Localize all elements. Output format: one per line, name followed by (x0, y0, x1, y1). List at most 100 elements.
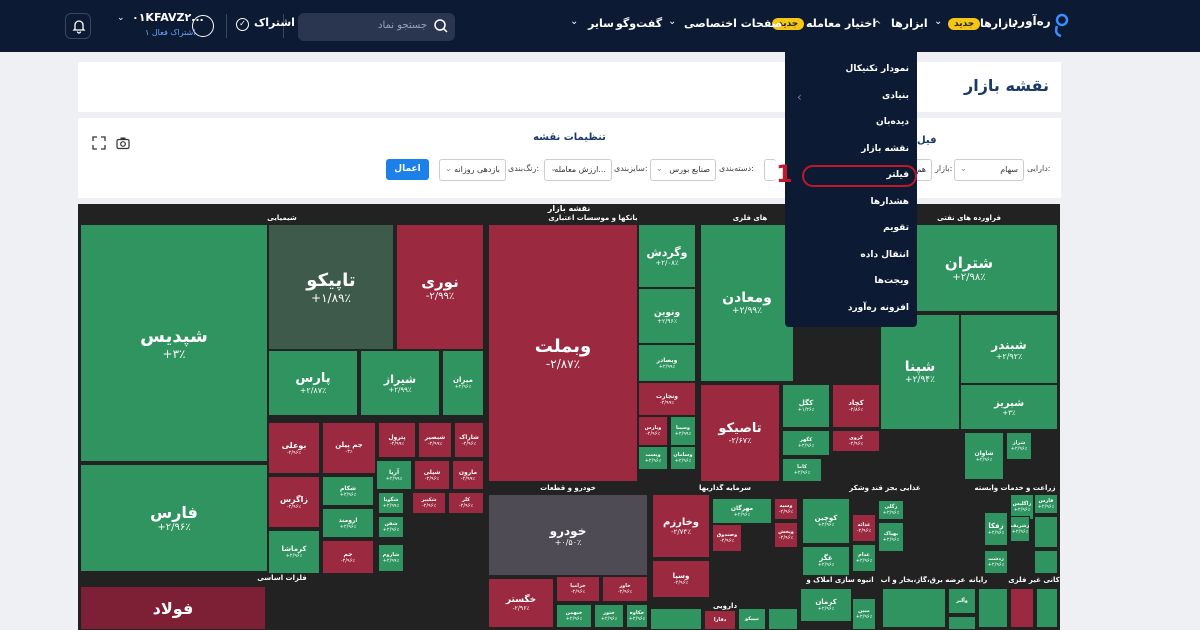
stock-tile[interactable]: شاروم +۲/۹۹٪ (378, 544, 404, 572)
small-tile[interactable] (1034, 550, 1058, 574)
stock-tile[interactable]: میران +۲/۹۶٪ (442, 350, 484, 416)
stock-tile[interactable]: شبندر +۲/۹۲٪ (960, 314, 1058, 384)
stock-tile[interactable]: شراز +۲/۹۶٪ (1006, 432, 1032, 460)
small-tile[interactable] (978, 588, 1008, 628)
size-select[interactable]: ارزش معامله... ⌄ (544, 159, 612, 181)
dropdown-item[interactable]: هشدارها (870, 196, 909, 207)
user-id[interactable]: ۰۱KFAVZ۲... (132, 11, 204, 24)
dropdown-item[interactable]: فیلتر (886, 170, 909, 180)
small-tile[interactable] (882, 588, 946, 628)
dropdown-item[interactable]: تقویم (883, 223, 909, 233)
small-tile[interactable] (1010, 588, 1034, 628)
stock-tile[interactable]: کگل +۱/۲۶٪ (782, 384, 830, 428)
stock-tile[interactable]: غذائه -۲/۹۶٪ (852, 514, 876, 542)
stock-tile[interactable]: شگویا +۲/۹۹٪ (378, 492, 404, 514)
stock-tile[interactable]: کرمان +۲/۹۶٪ (800, 588, 852, 622)
stock-tile[interactable]: وآلبر (948, 588, 976, 614)
small-tile[interactable] (650, 608, 702, 630)
color-select[interactable]: بازدهی روزانه ⌄ (439, 159, 506, 181)
stock-tile[interactable]: ختور +۲/۹۶٪ (594, 604, 624, 628)
stock-tile[interactable]: زفکا +۲/۹۶٪ (984, 512, 1008, 546)
stock-tile[interactable]: خزامیا -۲/۹۶٪ (556, 576, 600, 602)
dropdown-item[interactable]: انتقال داده (860, 249, 909, 260)
nav-tools[interactable]: ابزارها (891, 17, 928, 30)
stock-tile[interactable]: وبصادر +۲/۹۹٪ (638, 344, 696, 382)
stock-tile[interactable]: کرماشا +۲/۹۶٪ (268, 530, 320, 574)
fullscreen-icon[interactable] (92, 136, 106, 150)
stock-tile[interactable]: کوچین +۲/۹۶٪ (802, 498, 850, 544)
stock-tile[interactable]: تاصیکو -۲/۶۷٪ (700, 384, 780, 482)
stock-tile[interactable]: تاپیکو +۱/۸۹٪ (268, 224, 394, 350)
small-tile[interactable] (1034, 516, 1058, 548)
filter-tab[interactable]: فیل (917, 135, 937, 146)
nav-markets[interactable]: بازارها (980, 17, 1017, 30)
camera-icon[interactable] (116, 136, 130, 150)
group-select[interactable]: صنایع بورس ⌄ (650, 159, 716, 181)
stock-tile[interactable]: خودرو +۰/۵۰٪ (488, 494, 648, 576)
stock-tile[interactable]: مبین +۲/۹۶٪ (852, 598, 876, 630)
notification-button[interactable] (65, 13, 91, 39)
stock-tile[interactable]: زگلی +۲/۹۶٪ (878, 500, 904, 520)
stock-tile[interactable]: شکبیر -۲/۹۶٪ (412, 492, 446, 514)
dropdown-item[interactable]: نمودار تکنیکال (845, 64, 909, 74)
stock-tile[interactable]: وپارس -۲/۹۶٪ (638, 416, 668, 446)
stock-tile[interactable]: ومعادن +۲/۹۹٪ (700, 224, 794, 382)
small-tile[interactable] (1036, 588, 1058, 628)
nav-pages[interactable]: صفحات اختصاصی (684, 17, 783, 30)
stock-tile[interactable]: مارون -۲/۹۹٪ (452, 460, 484, 490)
stock-tile[interactable]: جم پیلن -۳٪ (322, 422, 376, 474)
stock-tile[interactable]: فارس +۲/۹۶٪ (1034, 494, 1058, 514)
stock-tile[interactable]: پترول -۲/۹۹٪ (378, 422, 416, 458)
stock-tile[interactable]: کگهر +۲/۹۶٪ (782, 430, 830, 456)
stock-tile[interactable]: شپدیس +۳٪ (80, 224, 268, 462)
stock-tile[interactable]: تیپیکو (738, 608, 766, 630)
nav-options[interactable]: اختیار معامله (806, 17, 877, 30)
stock-tile[interactable]: وپخش -۲/۹۶٪ (774, 522, 798, 548)
stock-tile[interactable]: خبهمن +۲/۹۶٪ (556, 604, 592, 628)
stock-tile[interactable]: زدشت +۲/۹۶٪ (984, 550, 1008, 574)
stock-tile[interactable]: شکام +۲/۹۶٪ (322, 476, 374, 506)
stock-tile[interactable]: شپلی -۲/۹۶٪ (414, 460, 450, 490)
asset-select[interactable]: سهام ⌄ (954, 159, 1024, 181)
search-icon[interactable] (433, 18, 449, 34)
stock-tile[interactable]: غدام +۲/۹۶٪ (852, 544, 876, 572)
chevron-down-icon[interactable]: ⌄ (570, 16, 579, 27)
dropdown-item[interactable]: نقشه بازار (861, 143, 909, 154)
stock-tile[interactable]: زاگرس -۲/۹۶٪ (268, 476, 320, 528)
dropdown-item[interactable]: بنیادی (882, 90, 909, 101)
stock-tile[interactable]: شبصیر -۲/۹۹٪ (418, 422, 452, 458)
dropdown-item[interactable]: ویجت‌ها (874, 276, 909, 286)
small-tile[interactable] (768, 608, 798, 630)
stock-tile[interactable]: ونوین +۲/۹۶٪ (638, 288, 696, 344)
stock-tile[interactable]: شبریز +۳٪ (960, 384, 1058, 430)
stock-tile[interactable]: شپنا +۲/۹۴٪ (880, 314, 960, 430)
stock-tile[interactable]: شفن +۲/۹۶٪ (378, 516, 404, 538)
chevron-down-icon[interactable]: ⌄ (117, 13, 125, 23)
small-tile[interactable] (964, 480, 1058, 482)
stock-tile[interactable]: خاور -۲/۹۶٪ (602, 576, 648, 602)
stock-tile[interactable]: زاگلیس +۲/۹۶٪ (1010, 494, 1034, 520)
stock-tile[interactable]: وگردش +۲/۰۸٪ (638, 224, 696, 288)
stock-tile[interactable]: وپست +۲/۹۶٪ (638, 446, 668, 470)
chevron-down-icon[interactable]: ⌄ (934, 16, 943, 27)
chevron-up-icon[interactable]: ^ (873, 20, 882, 31)
nav-talk[interactable]: گفت‌وگو (616, 17, 663, 30)
dropdown-item[interactable]: دیده‌بان (876, 117, 909, 127)
stock-tile[interactable]: وسیه -۲/۹۶٪ (774, 498, 798, 520)
chevron-left-icon[interactable]: ‹ (797, 90, 802, 104)
avatar[interactable] (192, 15, 214, 37)
stock-tile[interactable]: ونجارت -۲/۹۹٪ (638, 382, 696, 416)
stock-tile[interactable]: فارس +۲/۹۶٪ (80, 464, 268, 572)
stock-tile[interactable]: کلر -۲/۹۶٪ (448, 492, 484, 514)
stock-tile[interactable]: شاوان +۲/۹۶٪ (964, 432, 1004, 480)
stock-tile[interactable]: غگز +۲/۹۶٪ (802, 546, 850, 576)
stock-tile[interactable]: وخارزم -۲/۷۴٪ (652, 494, 710, 558)
subscribe-button[interactable]: اشتراک (254, 16, 295, 29)
stock-tile[interactable]: دفارا (704, 610, 736, 630)
stock-tile[interactable]: شیراز +۲/۹۹٪ (360, 350, 440, 416)
stock-tile[interactable]: خکاوه +۲/۹۶٪ (626, 604, 648, 628)
stock-tile[interactable]: کاما +۲/۹۶٪ (782, 458, 822, 482)
stock-tile[interactable]: مهرگان +۲/۹۶٪ (712, 498, 772, 524)
stock-tile[interactable]: وبملت -۲/۸۷٪ (488, 224, 638, 482)
stock-tile[interactable]: بوعلی -۲/۹۶٪ (268, 422, 320, 474)
